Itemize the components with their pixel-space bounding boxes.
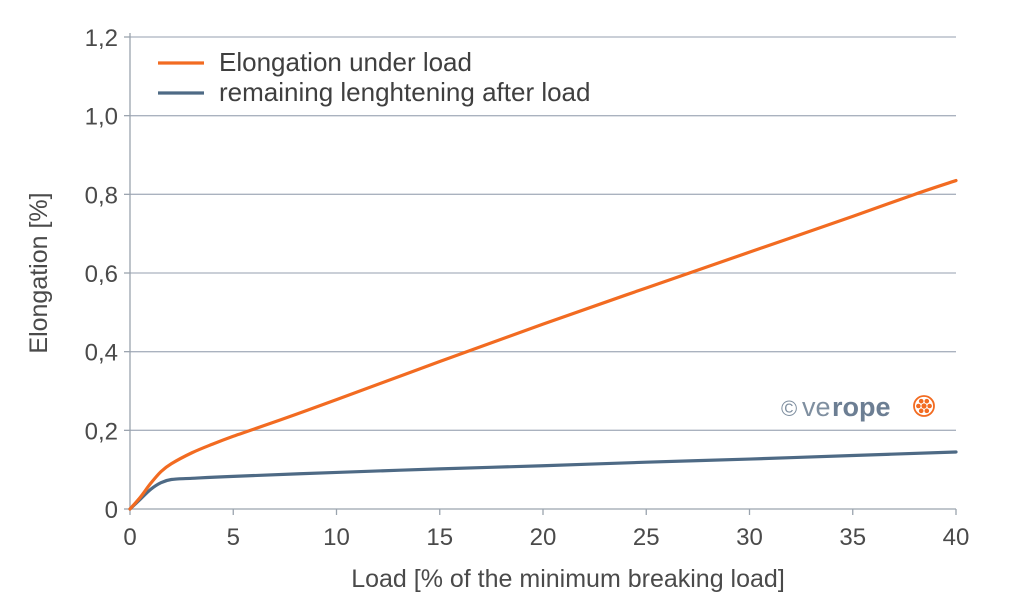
y-tick-label-1: 0,2 bbox=[85, 418, 118, 445]
series-line-remaining-lengthening bbox=[128, 450, 958, 511]
rope-icon-strand-2 bbox=[918, 408, 924, 414]
x-tick-label-1: 5 bbox=[227, 524, 240, 551]
x-tick-label-8: 40 bbox=[943, 524, 970, 551]
x-tick-label-2: 10 bbox=[323, 524, 350, 551]
legend: Elongation under load remaining lenghten… bbox=[158, 47, 590, 107]
verope-watermark: © ve rope bbox=[781, 392, 935, 422]
rope-icon-strand-3 bbox=[916, 403, 921, 409]
y-tick-label-0: 0 bbox=[105, 497, 118, 524]
brand-text-bold: rope bbox=[832, 392, 891, 422]
rope-cross-section-icon bbox=[913, 395, 935, 417]
x-tick-label-6: 30 bbox=[736, 524, 763, 551]
x-axis-title: Load [% of the minimum breaking load] bbox=[351, 565, 785, 593]
y-tick-label-4: 0,8 bbox=[85, 182, 118, 209]
rope-icon-strand-0 bbox=[927, 403, 932, 409]
x-tick-label-7: 35 bbox=[839, 524, 866, 551]
series-line-elongation-under-load bbox=[128, 178, 958, 511]
x-tick-label-0: 0 bbox=[123, 524, 136, 551]
y-tick-label-2: 0,4 bbox=[85, 340, 118, 367]
rope-icon-strand-5 bbox=[924, 398, 930, 404]
x-tick-label-3: 15 bbox=[426, 524, 453, 551]
grid bbox=[130, 36, 956, 431]
y-axis-ticks: 0 0,2 0,4 0,6 0,8 1,0 1,2 bbox=[85, 25, 130, 524]
rope-icon-core bbox=[921, 403, 927, 409]
y-tick-label-3: 0,6 bbox=[85, 261, 118, 288]
y-axis-title: Elongation [%] bbox=[25, 192, 53, 353]
x-tick-label-4: 20 bbox=[530, 524, 557, 551]
x-tick-label-5: 25 bbox=[633, 524, 660, 551]
series-group bbox=[128, 178, 958, 511]
copyright-symbol: © bbox=[781, 396, 797, 421]
legend-label-elongation-under-load: Elongation under load bbox=[219, 47, 472, 77]
rope-icon-outer-ring bbox=[913, 395, 935, 417]
y-tick-label-6: 1,2 bbox=[85, 25, 118, 52]
brand-text-light: ve bbox=[802, 392, 831, 422]
legend-label-remaining-lengthening: remaining lenghtening after load bbox=[219, 77, 590, 107]
x-axis-ticks: 0 5 10 15 20 25 30 35 40 bbox=[123, 509, 969, 551]
y-tick-label-5: 1,0 bbox=[85, 104, 118, 131]
rope-icon-strand-4 bbox=[918, 398, 924, 404]
rope-icon-strand-1 bbox=[924, 408, 930, 414]
